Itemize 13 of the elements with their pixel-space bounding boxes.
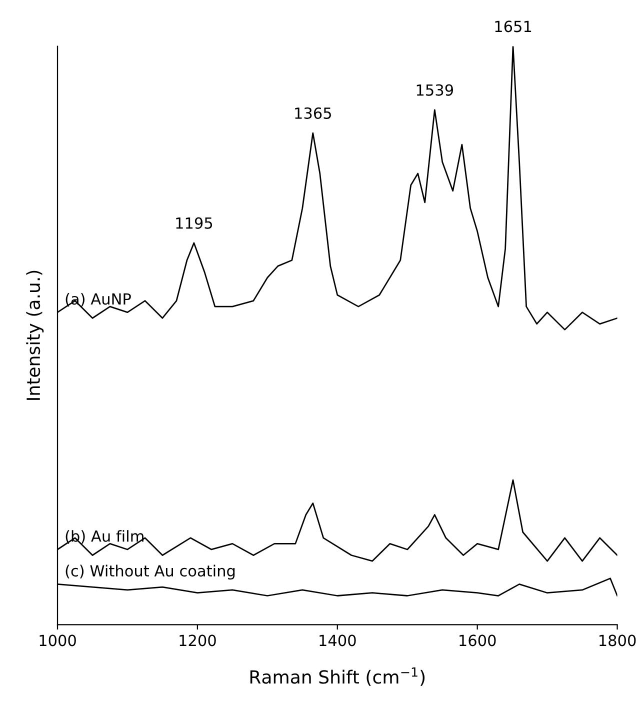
- y-axis-title: Intensity (a.u.): [26, 270, 44, 400]
- x-axis-title: Raman Shift (cm$^{−1}$): [250, 667, 425, 686]
- series-label: (c) Without Au coating: [66, 564, 235, 580]
- series-label: (b) Au film: [66, 530, 144, 544]
- annotation: 1651: [495, 20, 532, 32]
- x-tick-label: 1600: [460, 634, 496, 646]
- x-tick-label: 1400: [320, 634, 356, 646]
- x-tick-label: 1000: [40, 634, 76, 646]
- annotation: 1365: [295, 107, 332, 119]
- x-tick-label: 1200: [180, 634, 216, 646]
- annotation: 1195: [176, 217, 212, 229]
- annotation: 1539: [416, 84, 454, 96]
- x-tick-label: 1800: [600, 634, 636, 646]
